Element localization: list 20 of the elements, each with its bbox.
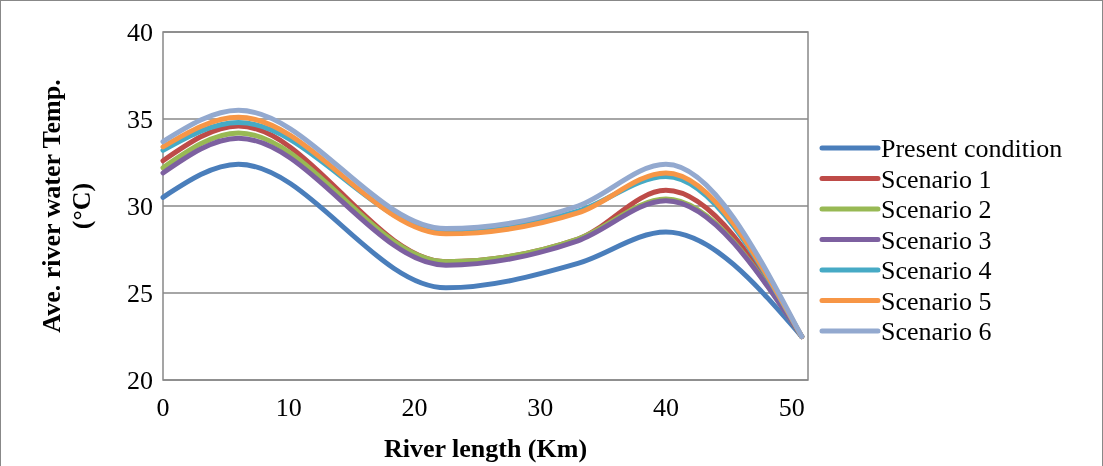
x-axis-title: River length (Km) xyxy=(383,434,588,463)
y-axis-title: Ave. river water Temp. (°C) xyxy=(37,79,96,333)
x-tick-label: 0 xyxy=(156,393,170,422)
legend-label: Scenario 4 xyxy=(881,256,992,286)
x-tick-label: 10 xyxy=(275,393,302,422)
y-tick-label: 25 xyxy=(127,279,153,309)
legend-label: Scenario 6 xyxy=(881,317,992,347)
y-tick-label: 35 xyxy=(127,105,153,135)
x-tick-label: 30 xyxy=(527,393,554,422)
x-tick-label: 40 xyxy=(652,393,679,422)
legend-label: Present condition xyxy=(881,134,1063,164)
legend-label: Scenario 3 xyxy=(881,225,992,255)
x-tick-label: 20 xyxy=(401,393,428,422)
y-tick-label: 40 xyxy=(127,18,153,48)
x-tick-label: 50 xyxy=(778,393,805,422)
legend-label: Scenario 2 xyxy=(881,195,992,225)
legend-label: Scenario 1 xyxy=(881,164,992,194)
y-tick-label: 20 xyxy=(127,366,153,396)
y-tick-label: 30 xyxy=(127,192,153,222)
legend-label: Scenario 5 xyxy=(881,286,992,316)
